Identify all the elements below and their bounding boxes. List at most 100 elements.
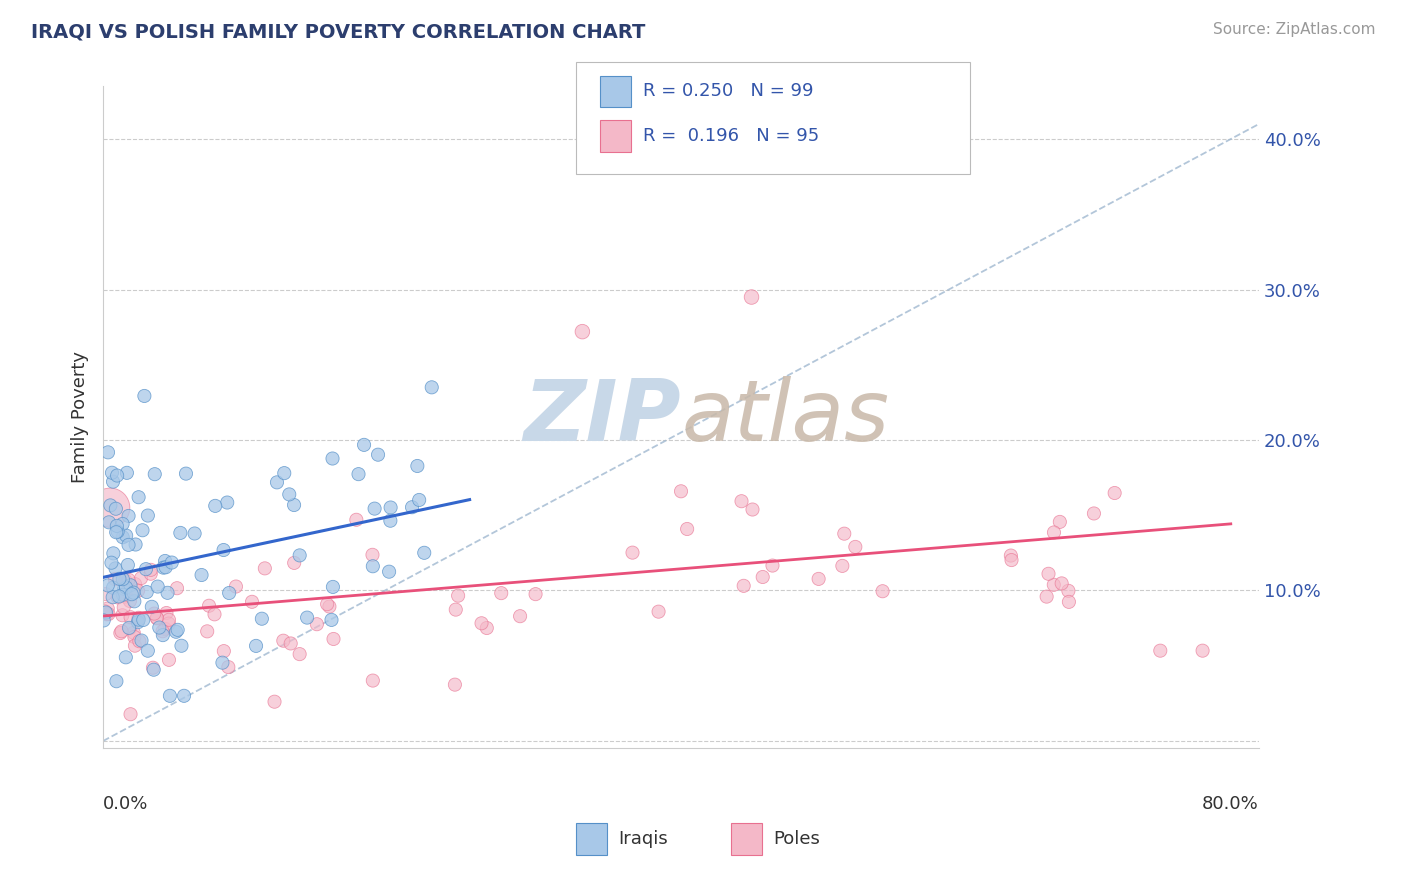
Point: [128, 490, 150, 504]
Point: [104, 561, 127, 575]
Point: [146, 580, 169, 594]
Point: [117, 558, 139, 572]
Point: [117, 538, 139, 552]
Point: [143, 607, 166, 621]
Point: [1043, 525, 1066, 540]
Point: [155, 606, 177, 620]
Point: [283, 498, 305, 512]
Point: [1000, 553, 1022, 567]
Point: [266, 475, 288, 490]
Point: [170, 639, 193, 653]
Point: [122, 625, 145, 640]
Point: [103, 546, 125, 560]
Point: [101, 591, 124, 605]
Point: [124, 630, 146, 644]
Point: [212, 644, 235, 658]
Point: [475, 621, 498, 635]
Point: [321, 451, 343, 466]
Point: [669, 484, 692, 499]
Point: [110, 626, 132, 640]
Point: [420, 380, 443, 394]
Point: [148, 621, 170, 635]
Point: [211, 656, 233, 670]
Point: [118, 621, 141, 635]
Point: [120, 610, 142, 624]
Point: [406, 458, 429, 473]
Point: [361, 548, 384, 562]
Point: [101, 466, 124, 480]
Text: IRAQI VS POLISH FAMILY POVERTY CORRELATION CHART: IRAQI VS POLISH FAMILY POVERTY CORRELATI…: [31, 22, 645, 41]
Point: [621, 546, 644, 560]
Text: 0.0%: 0.0%: [103, 795, 149, 813]
Point: [135, 562, 157, 576]
Point: [825, 139, 848, 153]
Point: [1035, 590, 1057, 604]
Point: [115, 581, 138, 595]
Point: [101, 581, 124, 595]
Point: [120, 707, 142, 722]
Point: [142, 661, 165, 675]
Point: [280, 636, 302, 650]
Point: [97, 601, 120, 615]
Point: [225, 580, 247, 594]
Point: [111, 608, 134, 623]
Text: ZIP: ZIP: [523, 376, 681, 458]
Point: [444, 678, 467, 692]
Point: [136, 508, 159, 523]
Point: [155, 560, 177, 574]
Point: [571, 325, 593, 339]
Point: [807, 572, 830, 586]
Point: [166, 581, 188, 595]
Point: [1049, 515, 1071, 529]
Point: [353, 438, 375, 452]
Point: [127, 611, 149, 625]
Point: [129, 571, 152, 585]
Point: [100, 556, 122, 570]
Point: [124, 577, 146, 591]
Point: [139, 566, 162, 581]
Point: [524, 587, 547, 601]
Point: [94, 605, 117, 619]
Point: [112, 582, 135, 596]
Point: [263, 695, 285, 709]
Point: [1104, 486, 1126, 500]
Point: [413, 546, 436, 560]
Point: [118, 594, 141, 608]
Point: [183, 526, 205, 541]
Point: [115, 466, 138, 480]
Point: [204, 607, 226, 622]
Point: [347, 467, 370, 482]
Point: [321, 613, 343, 627]
Point: [153, 554, 176, 568]
Point: [872, 584, 894, 599]
Point: [288, 549, 311, 563]
Point: [751, 570, 773, 584]
Point: [1038, 566, 1060, 581]
Point: [169, 525, 191, 540]
Point: [195, 624, 218, 639]
Point: [100, 499, 122, 513]
Point: [159, 689, 181, 703]
Point: [127, 615, 149, 630]
Point: [97, 445, 120, 459]
Point: [741, 290, 763, 304]
Point: [1050, 576, 1073, 591]
Point: [117, 508, 139, 523]
Point: [1057, 595, 1080, 609]
Point: [647, 605, 669, 619]
Point: [380, 514, 402, 528]
Point: [288, 647, 311, 661]
Point: [107, 524, 129, 539]
Point: [146, 611, 169, 625]
Point: [245, 639, 267, 653]
Point: [316, 597, 339, 611]
Point: [112, 600, 135, 615]
Point: [105, 468, 128, 483]
Text: atlas: atlas: [681, 376, 889, 458]
Point: [94, 606, 117, 620]
Point: [1191, 643, 1213, 657]
Point: [143, 467, 166, 482]
Point: [447, 589, 470, 603]
Point: [157, 616, 180, 631]
Point: [96, 607, 118, 622]
